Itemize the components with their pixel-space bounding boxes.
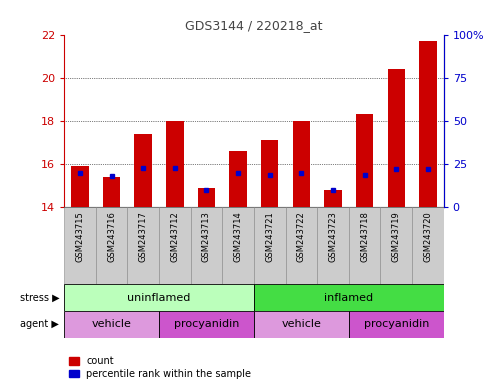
Bar xyxy=(324,190,342,207)
Bar xyxy=(96,207,127,284)
Text: vehicle: vehicle xyxy=(92,319,132,329)
Bar xyxy=(166,121,183,207)
Bar xyxy=(412,207,444,284)
Text: GSM243723: GSM243723 xyxy=(328,211,338,262)
Text: GSM243722: GSM243722 xyxy=(297,211,306,262)
Text: agent ▶: agent ▶ xyxy=(20,319,59,329)
Text: GSM243714: GSM243714 xyxy=(234,211,243,262)
Bar xyxy=(229,151,247,207)
Bar xyxy=(64,207,96,284)
Bar xyxy=(381,207,412,284)
Bar xyxy=(261,141,279,207)
Text: vehicle: vehicle xyxy=(282,319,321,329)
Text: inflamed: inflamed xyxy=(324,293,373,303)
Bar xyxy=(254,311,349,338)
Legend: count, percentile rank within the sample: count, percentile rank within the sample xyxy=(69,356,251,379)
Text: GSM243716: GSM243716 xyxy=(107,211,116,262)
Text: GSM243712: GSM243712 xyxy=(170,211,179,262)
Bar xyxy=(254,284,444,311)
Bar xyxy=(285,207,317,284)
Bar xyxy=(103,177,120,207)
Bar xyxy=(159,207,191,284)
Text: uninflamed: uninflamed xyxy=(127,293,191,303)
Bar xyxy=(64,311,159,338)
Text: GSM243719: GSM243719 xyxy=(392,211,401,262)
Bar xyxy=(356,114,373,207)
Bar xyxy=(135,134,152,207)
Bar xyxy=(349,311,444,338)
Bar xyxy=(349,207,381,284)
Text: GSM243720: GSM243720 xyxy=(423,211,432,262)
Bar xyxy=(64,284,254,311)
Bar xyxy=(387,69,405,207)
Text: GSM243717: GSM243717 xyxy=(139,211,148,262)
Bar xyxy=(159,311,254,338)
Bar xyxy=(293,121,310,207)
Text: procyanidin: procyanidin xyxy=(174,319,239,329)
Bar xyxy=(71,166,89,207)
Bar xyxy=(317,207,349,284)
Title: GDS3144 / 220218_at: GDS3144 / 220218_at xyxy=(185,19,322,32)
Bar xyxy=(222,207,254,284)
Bar xyxy=(127,207,159,284)
Bar xyxy=(419,41,437,207)
Bar xyxy=(191,207,222,284)
Bar xyxy=(198,188,215,207)
Text: GSM243713: GSM243713 xyxy=(202,211,211,262)
Text: procyanidin: procyanidin xyxy=(363,319,429,329)
Text: GSM243721: GSM243721 xyxy=(265,211,274,262)
Text: GSM243715: GSM243715 xyxy=(75,211,84,262)
Text: stress ▶: stress ▶ xyxy=(20,293,59,303)
Text: GSM243718: GSM243718 xyxy=(360,211,369,262)
Bar xyxy=(254,207,285,284)
